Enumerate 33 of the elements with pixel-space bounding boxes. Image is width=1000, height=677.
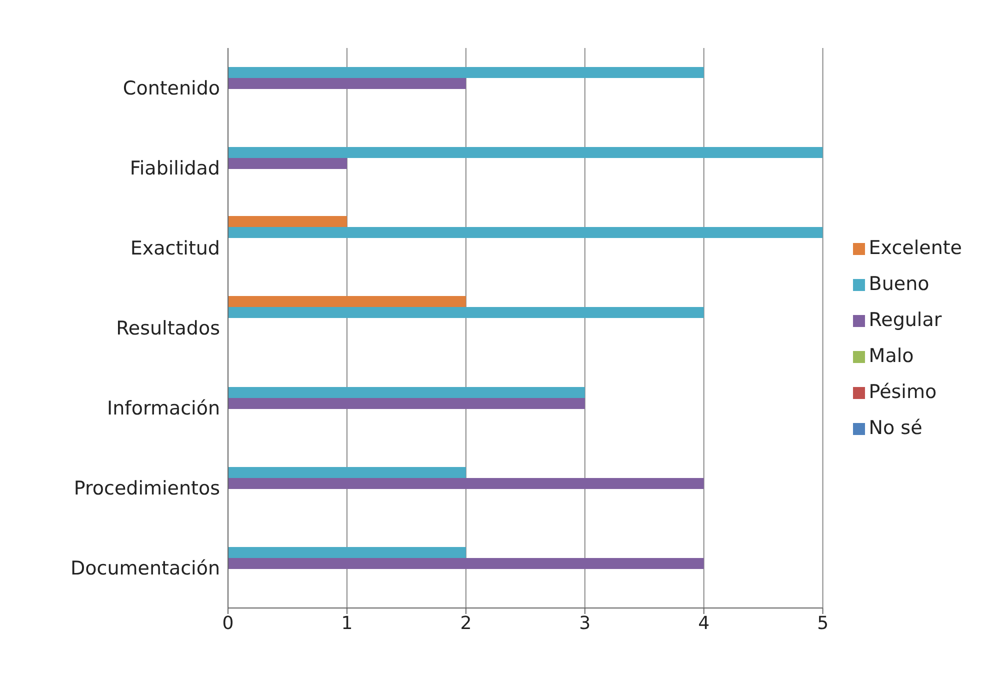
bar [228, 216, 347, 227]
bar [228, 387, 585, 398]
legend-label: Regular [868, 309, 942, 331]
y-tick-label: Exactitud [130, 238, 220, 260]
legend-label: Excelente [868, 237, 962, 259]
y-tick-label: Información [107, 398, 220, 420]
legend-label: Malo [868, 345, 914, 367]
x-tick-label: 0 [222, 612, 234, 634]
legend-label: Pésimo [868, 381, 937, 403]
y-tick-label: Procedimientos [74, 478, 220, 500]
legend-label: No sé [868, 417, 922, 439]
x-tick-label: 3 [579, 612, 591, 634]
bar [228, 558, 704, 569]
y-tick-label: Documentación [70, 558, 220, 580]
bar [228, 78, 466, 89]
x-tick-label: 5 [817, 612, 829, 634]
bar [228, 67, 704, 78]
y-tick-label: Fiabilidad [130, 158, 220, 180]
bar [228, 158, 347, 169]
y-tick-label: Contenido [122, 78, 220, 100]
bar [228, 478, 704, 489]
bar [228, 467, 466, 478]
x-tick-label: 4 [698, 612, 710, 634]
x-tick-label: 2 [460, 612, 472, 634]
y-tick-label: Resultados [116, 318, 220, 340]
bar [228, 307, 704, 318]
legend-label: Bueno [868, 273, 930, 295]
x-tick-label: 1 [341, 612, 353, 634]
bar [228, 547, 466, 558]
bar [228, 147, 823, 158]
bar [228, 398, 585, 409]
bar [228, 296, 466, 307]
bar [228, 227, 823, 238]
